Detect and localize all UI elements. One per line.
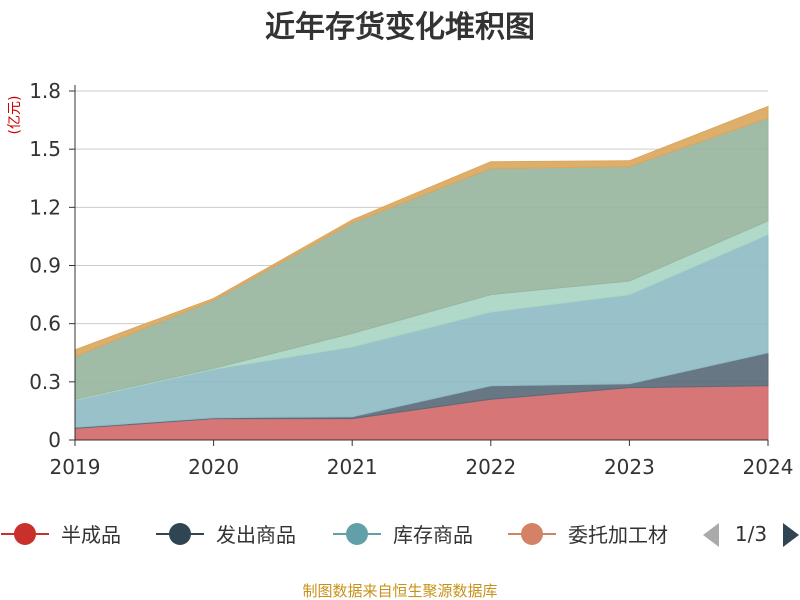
legend-page-indicator: 1/3	[735, 522, 767, 546]
y-tick-label: 0.9	[29, 254, 61, 278]
x-tick-label: 2021	[327, 455, 378, 479]
legend-marker-icon	[14, 523, 36, 545]
legend-label: 发出商品	[216, 523, 296, 547]
chart-title: 近年存货变化堆积图	[265, 10, 535, 45]
legend-marker-icon	[346, 523, 368, 545]
x-tick-label: 2020	[188, 455, 239, 479]
legend-marker-icon	[169, 523, 191, 545]
data-source-note: 制图数据来自恒生聚源数据库	[302, 582, 497, 600]
legend-item[interactable]: 委托加工材	[508, 523, 668, 547]
x-tick-label: 2023	[604, 455, 655, 479]
y-tick-label: 1.5	[29, 137, 61, 161]
y-tick-label: 0.3	[29, 370, 61, 394]
x-tick-label: 2022	[465, 455, 516, 479]
legend-item[interactable]: 库存商品	[333, 523, 473, 547]
area-series-5[interactable]	[74, 105, 769, 358]
legend-label: 委托加工材	[568, 523, 668, 547]
legend-pager: 1/3	[703, 522, 799, 547]
legend-prev-arrow-icon[interactable]	[703, 523, 719, 547]
x-tick-label: 2019	[50, 455, 101, 479]
y-tick-label: 0.6	[29, 312, 61, 336]
area-series-group	[74, 105, 769, 441]
legend-marker-icon	[521, 523, 543, 545]
legend-label: 库存商品	[393, 523, 473, 547]
legend-label: 半成品	[61, 523, 121, 547]
legend: 半成品 发出商品 库存商品 委托加工材	[1, 523, 668, 547]
legend-next-arrow-icon[interactable]	[783, 523, 799, 547]
y-tick-label: 1.8	[29, 79, 61, 103]
y-tick-label: 0	[48, 428, 61, 452]
x-tick-labels: 2019 2020 2021 2022 2023 2024	[50, 455, 794, 479]
x-tick-label: 2024	[743, 455, 794, 479]
axes	[69, 85, 769, 446]
y-axis-unit: (亿元)	[7, 96, 23, 135]
y-tick-labels: 0 0.3 0.6 0.9 1.2 1.5 1.8	[29, 79, 61, 452]
legend-item[interactable]: 发出商品	[156, 523, 296, 547]
legend-item[interactable]: 半成品	[1, 523, 121, 547]
y-tick-label: 1.2	[29, 195, 61, 219]
